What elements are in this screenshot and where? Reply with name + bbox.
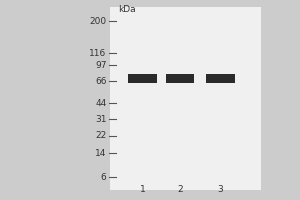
Text: kDa: kDa [118,4,136,14]
Text: 97: 97 [95,60,106,70]
Text: 44: 44 [95,98,106,108]
Text: 14: 14 [95,148,106,158]
Bar [206,74,235,83]
Text: 2: 2 [177,185,183,194]
Text: 116: 116 [89,48,106,58]
Text: 66: 66 [95,76,106,86]
Bar [166,74,194,83]
Text: 200: 200 [89,17,106,25]
Text: 6: 6 [101,172,106,182]
Text: 22: 22 [95,132,106,140]
Text: 1: 1 [140,185,146,194]
Text: 31: 31 [95,114,106,123]
Bar [128,74,157,83]
Bar [110,7,261,190]
Text: 3: 3 [218,185,224,194]
